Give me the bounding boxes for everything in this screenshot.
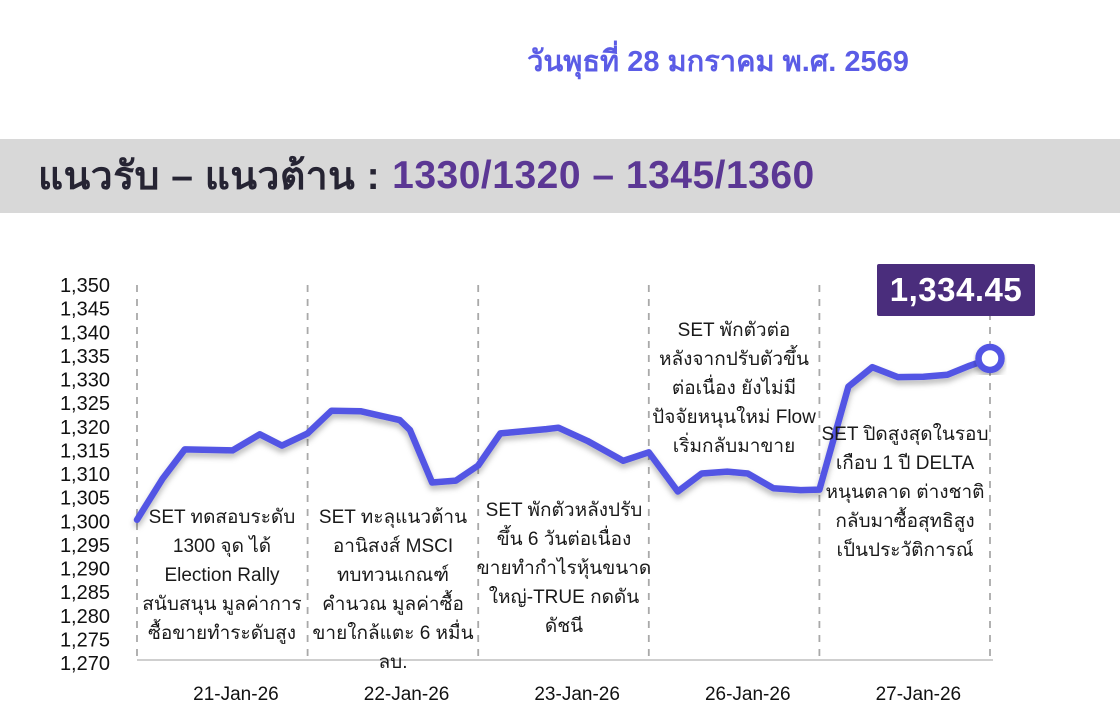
y-axis-tick-label: 1,310 [60,464,110,486]
y-axis-tick-label: 1,295 [60,535,110,557]
x-axis-label: 21-Jan-26 [193,684,279,705]
y-axis-tick-label: 1,350 [60,275,110,297]
chart-annotation-23jan: SET พักตัวหลังปรับ ขึ้น 6 วันต่อเนื่อง ข… [476,500,652,637]
y-axis-tick-label: 1,320 [60,417,110,439]
y-axis-tick-label: 1,300 [60,511,110,533]
y-axis-tick-label: 1,275 [60,629,110,651]
support-resistance-label: แนวรับ – แนวต้าน : [38,155,381,198]
support-resistance-levels: 1330/1320 – 1345/1360 [392,154,815,197]
y-axis-tick-label: 1,305 [60,488,110,510]
y-axis-tick-label: 1,285 [60,582,110,604]
y-axis-tick-label: 1,345 [60,299,110,321]
y-axis-tick-label: 1,340 [60,322,110,344]
y-axis-tick-label: 1,290 [60,559,110,581]
last-close-badge: 1,334.45 [877,264,1035,316]
y-axis-tick-label: 1,315 [60,440,110,462]
price-line [133,355,994,524]
x-axis-label: 26-Jan-26 [705,684,791,705]
y-axis-tick-label: 1,280 [60,606,110,628]
x-axis-label: 27-Jan-26 [876,684,962,705]
endpoint-marker [975,343,1005,374]
y-axis-tick-label: 1,325 [60,393,110,415]
chart-annotation-22jan: SET ทะลุแนวต้าน อานิสงส์ MSCI ทบทวนเกณฑ์… [312,507,474,673]
report-date: วันพุธที่ 28 มกราคม พ.ศ. 2569 [527,46,909,78]
chart-annotation-21jan: SET ทดสอบระดับ 1300 จุด ได้ Election Ral… [142,507,302,644]
y-axis-tick-label: 1,335 [60,346,110,368]
y-axis-tick-label: 1,270 [60,653,110,675]
x-axis-label: 22-Jan-26 [364,684,450,705]
chart-annotation-27jan: SET ปิดสูงสุดในรอบ เกือบ 1 ปี DELTA หนุน… [821,424,989,561]
y-axis-tick-label: 1,330 [60,370,110,392]
chart-annotation-26jan: SET พักตัวต่อ หลังจากปรับตัวขึ้น ต่อเนื่… [652,320,816,457]
support-resistance-bar: แนวรับ – แนวต้าน : 1330/1320 – 1345/1360 [0,139,1120,213]
x-axis-label: 23-Jan-26 [534,684,620,705]
